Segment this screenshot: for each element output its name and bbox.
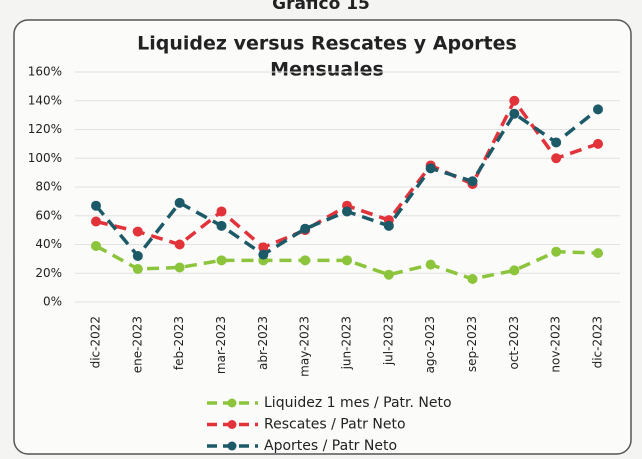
x-tick-label: sep-2023 <box>465 316 479 372</box>
point <box>174 262 185 273</box>
point <box>216 206 227 217</box>
y-tick-label: 120% <box>28 122 62 136</box>
point <box>593 138 603 149</box>
legend-label: Rescates / Patr Neto <box>264 417 406 433</box>
point <box>425 163 436 174</box>
x-tick-label: abr-2023 <box>256 316 270 370</box>
x-tick-label: may-2023 <box>298 316 312 377</box>
point <box>174 197 185 208</box>
x-tick-label: ene-2023 <box>130 316 144 373</box>
point <box>467 274 478 284</box>
point <box>132 251 143 261</box>
x-tick-label: mar-2023 <box>214 316 228 374</box>
point <box>383 220 394 231</box>
point <box>509 108 520 119</box>
point <box>509 95 520 106</box>
point <box>91 240 101 251</box>
y-tick-label: 100% <box>28 151 62 165</box>
point <box>216 255 227 266</box>
point <box>593 248 603 259</box>
point <box>383 269 394 280</box>
point <box>91 216 101 227</box>
point <box>300 223 311 234</box>
x-tick-label: oct-2023 <box>507 316 521 370</box>
chart-title: Liquidez versus Rescates y Aportes <box>137 33 517 55</box>
x-tick-label: dic-2022 <box>89 316 103 368</box>
y-tick-label: 0% <box>43 295 62 309</box>
point <box>467 176 478 187</box>
legend-label: Aportes / Patr Neto <box>264 438 397 454</box>
point <box>132 263 143 274</box>
point <box>425 259 436 270</box>
legend-marker <box>227 398 237 408</box>
x-tick-label: feb-2023 <box>172 316 186 370</box>
x-tick-label: jul-2023 <box>381 316 395 366</box>
y-tick-label: 80% <box>35 180 62 194</box>
x-tick-label: dic-2023 <box>591 316 605 368</box>
point <box>258 249 269 260</box>
x-tick-label: nov-2023 <box>549 316 563 373</box>
legend-marker <box>227 441 237 451</box>
point <box>300 255 311 266</box>
legend-marker <box>227 420 237 429</box>
point <box>174 239 185 250</box>
point <box>551 153 562 164</box>
y-tick-label: 20% <box>35 266 62 280</box>
point <box>551 246 562 257</box>
point <box>593 104 603 115</box>
chart-frame <box>13 19 632 455</box>
legend-label: Liquidez 1 mes / Patr. Neto <box>264 395 452 411</box>
point <box>342 206 352 217</box>
x-tick-label: ago-2023 <box>423 316 437 373</box>
figure-heading: Gráfico 15 <box>272 0 370 14</box>
point <box>509 265 520 276</box>
y-tick-label: 60% <box>35 208 62 222</box>
x-tick-label: jun-2023 <box>340 316 354 370</box>
point <box>342 255 352 266</box>
point <box>91 200 101 211</box>
point <box>258 242 269 253</box>
point <box>216 220 227 231</box>
y-tick-label: 160% <box>28 65 62 79</box>
y-tick-label: 140% <box>28 93 62 107</box>
point <box>551 137 562 148</box>
y-tick-label: 40% <box>35 237 62 251</box>
chart-title: Mensuales <box>270 59 384 81</box>
point <box>132 226 143 237</box>
